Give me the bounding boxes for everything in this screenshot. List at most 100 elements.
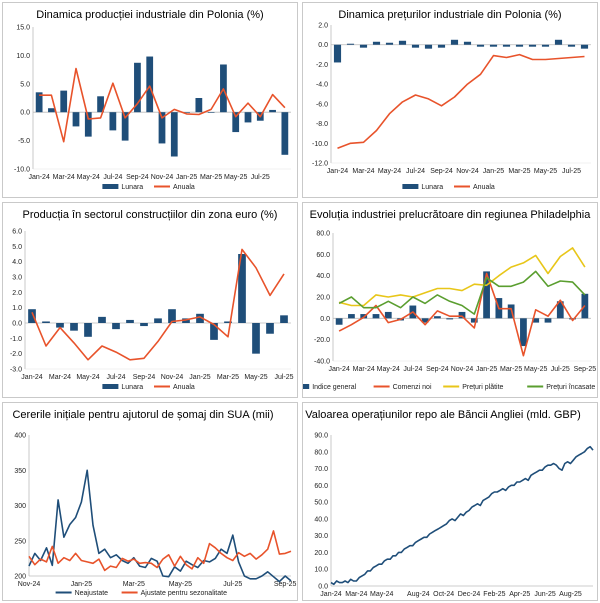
legend-label: Lunara [121,384,143,391]
x-tick-label: May-24 [378,168,401,175]
series-line [337,53,585,149]
bar [195,98,203,113]
x-tick-label: Jan-24 [327,168,349,175]
x-tick-label: Jan-24 [328,366,350,373]
legend-swatch [102,384,119,389]
bar [42,321,50,323]
bar [170,112,178,157]
x-tick-label: May-24 [370,591,393,598]
x-tick-label: Jan-25 [483,168,505,175]
chart-eurozone-construction: Producția în sectorul construcțiilor din… [10,209,294,391]
x-tick-label: Apr-25 [509,591,530,598]
y-tick-label: 40.0 [316,273,330,280]
x-tick-label: Nov-24 [456,168,479,175]
legend-label: Lunara [421,184,443,191]
x-tick-label: Oct-24 [433,591,454,598]
bar [238,254,246,323]
series-line [338,270,586,315]
x-tick-label: Jan-25 [176,174,198,181]
bar [556,301,564,319]
chart-us-jobless-claims: Cererile inițiale pentru ajutorul de șom… [12,409,297,597]
bar [580,44,589,49]
bar [224,321,232,323]
x-tick-label: May-25 [524,366,547,373]
bar [244,112,252,123]
y-tick-label: 80.0 [314,449,328,456]
x-tick-label: Jan-25 [189,374,211,381]
y-tick-label: 50.0 [314,500,328,507]
x-tick-label: Dec-24 [458,591,481,598]
y-tick-label: 0.0 [20,110,30,117]
bar [333,44,342,63]
y-tick-label: 10.0 [314,567,328,574]
bar [567,44,576,47]
y-tick-label: 2.0 [318,23,328,30]
bar [266,323,274,334]
y-tick-label: 15.0 [16,25,30,32]
x-tick-label: Mar-25 [508,168,530,175]
chart-panel-philadelphia-manufacturing: Evoluția industriei prelucrătoare din re… [302,202,598,398]
bar [528,44,537,47]
bar [520,318,527,347]
x-tick-label: May-24 [377,366,400,373]
chart-poland-industrial-prices: Dinamica prețurilor industriale din Polo… [312,9,591,191]
y-tick-label: -10.0 [14,167,30,174]
y-tick-label: 0.0 [320,316,330,323]
chart-title: Dinamica producției industriale din Polo… [36,9,263,21]
series-line [28,469,292,583]
y-tick-label: 300 [14,503,26,510]
chart-boe-repo: Valoarea operațiunilor repo ale Băncii A… [305,409,594,598]
bar [384,311,392,319]
bar [424,44,433,49]
bar [84,112,92,137]
bar [489,44,498,47]
bar [97,96,104,113]
x-tick-label: Jan-25 [476,366,498,373]
bar [28,309,36,323]
x-tick-label: Jul-25 [562,168,581,175]
x-tick-label: Jul-25 [551,366,570,373]
x-tick-label: May-25 [169,581,192,588]
x-tick-label: Sep-25 [274,581,297,588]
bar [56,323,64,328]
bar [483,271,490,319]
chart-panel-boe-repo: Valoarea operațiunilor repo ale Băncii A… [302,402,598,601]
x-tick-label: Jan-24 [21,374,43,381]
x-tick-label: Jul-24 [103,174,122,181]
y-tick-label: 250 [14,538,26,545]
legend-label: Ajustate pentru sezonalitate [141,590,227,597]
x-tick-label: Sep-24 [126,174,149,181]
bar [126,319,134,323]
y-tick-label: 70.0 [314,466,328,473]
x-tick-label: Jul-25 [251,174,270,181]
y-tick-label: -1.0 [10,336,22,343]
x-tick-label: Nov-24 [18,581,41,588]
bar [372,41,381,45]
y-tick-label: -2.0 [10,351,22,358]
y-tick-label: -20.0 [314,337,330,344]
series-line [39,67,286,143]
legend-label: Anuala [173,184,195,191]
legend-label: Neajustate [75,590,109,597]
x-tick-label: Jun-25 [534,591,556,598]
bar [515,44,524,47]
x-tick-label: Sep-24 [426,366,449,373]
bar [544,318,552,323]
x-tick-label: Aug-25 [559,591,582,598]
y-tick-label: -6.0 [316,101,328,108]
bar [183,112,190,113]
y-tick-label: 80.0 [316,231,330,238]
y-tick-label: 0.0 [318,584,328,591]
bar [463,41,472,45]
series-line [28,530,292,572]
y-tick-label: 30.0 [314,533,328,540]
x-tick-label: Sep-25 [574,366,597,373]
bar [281,112,289,155]
bar [346,43,355,45]
x-tick-label: Sep-24 [430,168,453,175]
bar [335,318,343,325]
y-tick-label: 40.0 [314,516,328,523]
y-tick-label: 5.0 [20,81,30,88]
chart-panel-us-jobless-claims: Cererile inițiale pentru ajutorul de șom… [2,402,298,601]
bar [98,316,106,323]
